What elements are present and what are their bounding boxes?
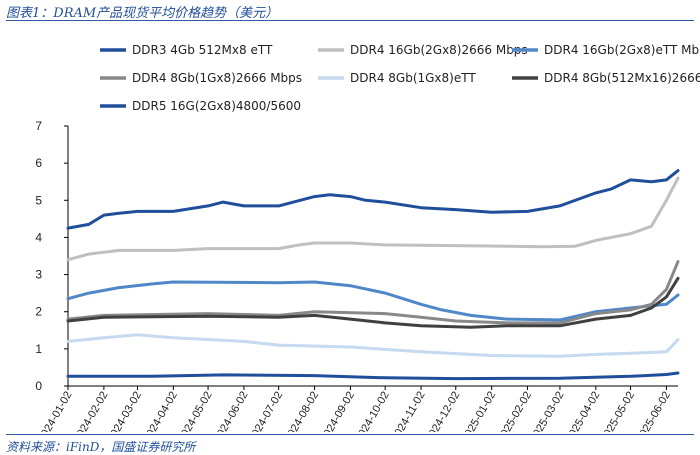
chart-plot-area	[66, 169, 680, 381]
x-tick-label: 2025-02-02	[496, 390, 535, 433]
y-tick-label: 7	[35, 119, 42, 133]
legend-label: DDR5 16G(2Gx8)4800/5600	[132, 99, 301, 113]
footer-rule	[6, 434, 694, 435]
x-tick-label: 2024-10-02	[353, 390, 392, 433]
series-line-1	[66, 371, 680, 381]
series-line-2	[66, 176, 680, 262]
x-tick-label: 2024-04-02	[141, 390, 180, 433]
series-line-4	[66, 260, 680, 325]
series-line-5	[66, 333, 680, 358]
series-line-6	[66, 276, 680, 329]
legend-label: DDR4 8Gb(512Mx16)2666 Mbps	[544, 71, 700, 85]
y-tick-label: 5	[35, 193, 42, 207]
series-line-7	[66, 169, 680, 230]
y-tick-label: 2	[35, 305, 42, 319]
source-note: 资料来源：iFinD，国盛证券研究所	[6, 440, 196, 454]
x-tick-label: 2024-07-02	[247, 390, 286, 433]
figure-title: 图表1：DRAM产品现货平均价格趋势（美元）	[6, 6, 279, 21]
x-tick-label: 2024-06-02	[212, 390, 251, 433]
x-tick-label: 2025-05-02	[599, 390, 638, 433]
y-tick-label: 0	[35, 379, 42, 393]
chart-axes: 012345672024-01-022024-02-022024-03-0220…	[35, 119, 678, 432]
legend-label: DDR4 8Gb(1Gx8)eTT	[350, 71, 476, 85]
x-tick-label: 2024-08-02	[283, 390, 322, 433]
x-tick-label: 2024-02-02	[72, 390, 111, 433]
legend-label: DDR4 16Gb(2Gx8)eTT Mbps	[544, 43, 700, 57]
legend-label: DDR4 8Gb(1Gx8)2666 Mbps	[132, 71, 302, 85]
legend-label: DDR3 4Gb 512Mx8 eTT	[132, 43, 273, 57]
x-tick-label: 2025-06-02	[634, 390, 673, 433]
x-tick-label: 2025-01-02	[460, 390, 499, 433]
y-tick-label: 6	[35, 156, 42, 170]
x-tick-label: 2024-12-02	[424, 390, 463, 433]
line-chart: DDR3 4Gb 512Mx8 eTT DDR4 16Gb(2Gx8)2666 M…	[35, 43, 700, 432]
y-tick-label: 3	[35, 268, 42, 282]
x-tick-label: 2024-03-02	[106, 390, 145, 433]
x-tick-label: 2025-04-02	[564, 390, 603, 433]
title-rule	[6, 20, 694, 21]
x-tick-label: 2024-09-02	[318, 390, 357, 433]
chart-legend: DDR3 4Gb 512Mx8 eTT DDR4 16Gb(2Gx8)2666 M…	[100, 43, 700, 113]
series-line-3	[66, 280, 680, 322]
x-tick-label: 2024-05-02	[176, 390, 215, 433]
x-tick-label: 2024-01-02	[36, 390, 75, 433]
legend-label: DDR4 16Gb(2Gx8)2666 Mbps	[350, 43, 528, 57]
x-tick-label: 2024-11-02	[390, 390, 428, 433]
y-tick-label: 1	[35, 342, 42, 356]
y-tick-label: 4	[35, 230, 42, 244]
